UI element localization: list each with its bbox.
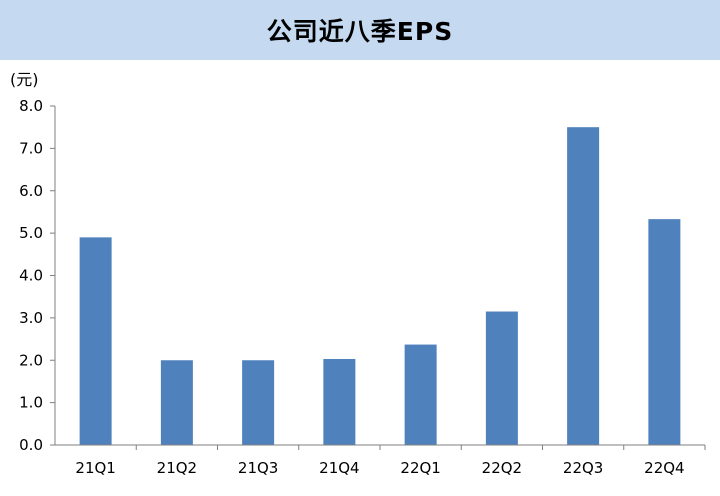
chart-title-bar: 公司近八季EPS	[0, 0, 720, 60]
x-tick-label: 22Q1	[400, 459, 440, 477]
bar-22q1	[404, 344, 437, 445]
y-tick-label: 7.0	[19, 139, 43, 157]
bar-21q3	[242, 360, 275, 445]
y-unit-label: (元)	[10, 70, 39, 89]
bar-21q2	[160, 360, 193, 445]
bars-group	[79, 127, 681, 445]
y-tick-label: 8.0	[19, 97, 43, 115]
y-axis-ticks: 0.0 1.0 2.0 3.0 4.0 5.0 6.0 7.0 8.0	[19, 97, 55, 454]
y-tick-label: 6.0	[19, 182, 43, 200]
y-tick-label: 5.0	[19, 224, 43, 242]
bar-22q2	[485, 311, 518, 445]
bar-22q3	[567, 127, 600, 445]
x-tick-label: 22Q2	[482, 459, 522, 477]
y-tick-label: 2.0	[19, 351, 43, 369]
bar-21q4	[323, 358, 356, 445]
y-tick-label: 4.0	[19, 267, 43, 285]
y-tick-label: 1.0	[19, 394, 43, 412]
bar-21q1	[79, 237, 112, 445]
x-tick-label: 21Q3	[238, 459, 278, 477]
x-axis-ticks: 21Q1 21Q2 21Q3 21Q4 22Q1 22Q2 22Q3 22Q4	[75, 445, 706, 477]
x-tick-label: 21Q4	[319, 459, 359, 477]
chart-title: 公司近八季EPS	[266, 17, 454, 46]
x-tick-label: 21Q2	[157, 459, 197, 477]
y-tick-label: 0.0	[19, 436, 43, 454]
y-tick-label: 3.0	[19, 309, 43, 327]
x-tick-label: 22Q3	[563, 459, 603, 477]
x-tick-label: 21Q1	[75, 459, 115, 477]
bar-22q4	[648, 219, 681, 445]
x-tick-label: 22Q4	[644, 459, 684, 477]
